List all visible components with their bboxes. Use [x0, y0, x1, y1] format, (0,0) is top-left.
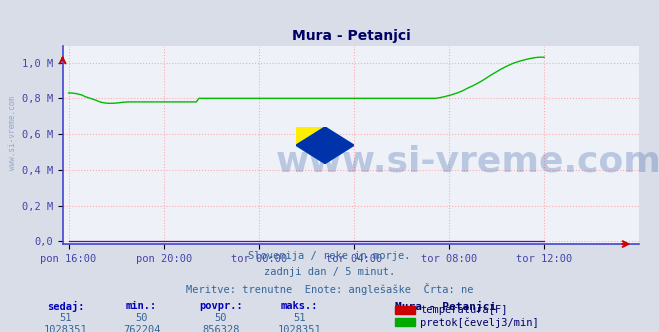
Text: Mura - Petanjci: Mura - Petanjci — [395, 301, 497, 312]
Text: pretok[čevelj3/min]: pretok[čevelj3/min] — [420, 317, 539, 328]
Text: 51: 51 — [60, 313, 72, 323]
Text: 50: 50 — [136, 313, 148, 323]
Text: www.si-vreme.com: www.si-vreme.com — [8, 96, 17, 170]
Text: Slovenija / reke in morje.: Slovenija / reke in morje. — [248, 251, 411, 261]
Text: temperatura[F]: temperatura[F] — [420, 305, 508, 315]
Text: sedaj:: sedaj: — [47, 301, 84, 312]
Title: Mura - Petanjci: Mura - Petanjci — [291, 29, 411, 42]
Text: Meritve: trenutne  Enote: anglešaške  Črta: ne: Meritve: trenutne Enote: anglešaške Črta… — [186, 283, 473, 294]
Text: povpr.:: povpr.: — [199, 301, 243, 311]
Text: maks.:: maks.: — [281, 301, 318, 311]
Text: 762204: 762204 — [123, 325, 160, 332]
Polygon shape — [296, 127, 354, 164]
Text: min.:: min.: — [126, 301, 158, 311]
Text: 51: 51 — [294, 313, 306, 323]
Text: 856328: 856328 — [202, 325, 239, 332]
Polygon shape — [296, 127, 354, 164]
Text: zadnji dan / 5 minut.: zadnji dan / 5 minut. — [264, 267, 395, 277]
Text: 1028351: 1028351 — [44, 325, 88, 332]
Text: www.si-vreme.com: www.si-vreme.com — [276, 144, 659, 178]
Polygon shape — [296, 127, 325, 145]
Text: 1028351: 1028351 — [278, 325, 322, 332]
Text: 50: 50 — [215, 313, 227, 323]
